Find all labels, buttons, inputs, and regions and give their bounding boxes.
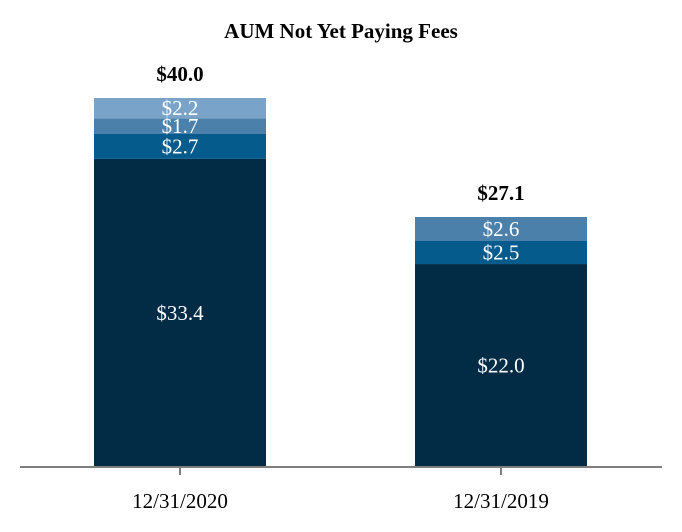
segment-value-label: $2.2 bbox=[162, 96, 199, 120]
bar-segment bbox=[94, 158, 266, 467]
chart-title: AUM Not Yet Paying Fees bbox=[224, 19, 458, 43]
x-tick-label: 12/31/2019 bbox=[453, 489, 549, 513]
x-tick-label: 12/31/2020 bbox=[132, 489, 228, 513]
bar-segment bbox=[94, 118, 266, 134]
bar-segment bbox=[415, 264, 587, 467]
bar-segment bbox=[415, 217, 587, 241]
bar-total-label: $40.0 bbox=[156, 62, 203, 86]
segment-value-label: $2.5 bbox=[483, 241, 520, 265]
bar-segment bbox=[415, 240, 587, 265]
x-axis-ticks: 12/31/2020 12/31/2019 bbox=[132, 467, 549, 513]
segment-value-label: $22.0 bbox=[477, 354, 524, 378]
segment-value-label: $33.4 bbox=[156, 301, 204, 325]
bars-group: $33.4 $2.7$1.7$2.2 $40.0 $22.0 $2.5$2.6 $27.1 bbox=[94, 62, 587, 467]
bar-segment bbox=[94, 98, 266, 119]
segment-value-label: $2.7 bbox=[162, 134, 199, 158]
bar-segment bbox=[94, 133, 266, 159]
segment-value-label: $1.7 bbox=[162, 114, 199, 138]
bar-total-label: $27.1 bbox=[477, 181, 524, 205]
segment-value-label: $2.6 bbox=[483, 217, 520, 241]
